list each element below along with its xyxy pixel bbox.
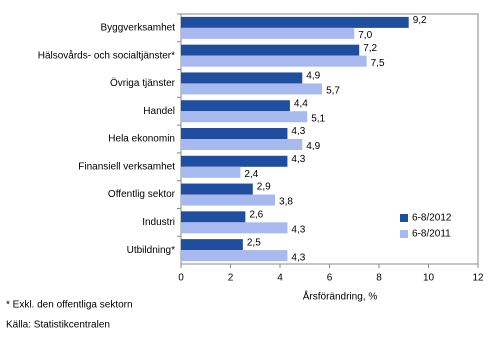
legend-swatch — [400, 214, 408, 222]
value-label: 4,3 — [291, 126, 305, 137]
category-label: Industri — [142, 217, 175, 228]
value-label: 4,3 — [291, 252, 305, 263]
x-tick-label: 10 — [423, 273, 435, 284]
category-label: Offentlig sektor — [108, 189, 176, 200]
value-label: 9,2 — [413, 15, 427, 26]
category-label: Utbildning* — [127, 245, 175, 256]
x-tick-label: 6 — [327, 273, 333, 284]
bar — [181, 194, 276, 206]
bar — [181, 16, 409, 28]
bar — [181, 100, 290, 112]
bar — [181, 211, 246, 223]
bar — [181, 239, 243, 251]
value-label: 7,0 — [358, 30, 372, 41]
source: Källa: Statistikcentralen — [6, 320, 110, 331]
value-label: 2,5 — [247, 237, 261, 248]
footnote: * Exkl. den offentliga sektorn — [6, 300, 133, 311]
x-tick-label: 4 — [277, 273, 283, 284]
value-label: 4,9 — [306, 141, 320, 152]
value-label: 4,3 — [291, 154, 305, 165]
legend-label: 6-8/2011 — [412, 229, 451, 240]
x-tick-label: 0 — [178, 273, 184, 284]
category-label: Hela ekonomin — [108, 134, 175, 145]
legend-label: 6-8/2012 — [412, 213, 452, 224]
value-label: 5,1 — [311, 113, 325, 124]
bar — [181, 72, 303, 84]
bar — [181, 83, 323, 95]
value-label: 4,4 — [294, 98, 308, 109]
value-label: 7,5 — [371, 58, 385, 69]
x-axis-label: Årsförändring, % — [303, 290, 378, 303]
category-label: Byggverksamhet — [101, 23, 176, 34]
category-label: Finansiell verksamhet — [78, 161, 175, 172]
category-label: Hälsovårds- och socialtjänster* — [38, 49, 175, 61]
value-label: 3,8 — [279, 197, 293, 208]
x-tick-label: 2 — [228, 273, 234, 284]
value-label: 7,2 — [363, 43, 377, 54]
bar — [181, 44, 360, 56]
value-label: 5,7 — [326, 86, 340, 97]
legend-swatch — [400, 230, 408, 238]
bar — [181, 128, 288, 139]
bar — [181, 183, 253, 195]
x-tick-label: 12 — [472, 273, 484, 284]
bar — [181, 139, 303, 150]
value-label: 2,9 — [257, 182, 271, 193]
bar — [181, 111, 308, 123]
bar — [181, 27, 355, 39]
value-label: 2,4 — [244, 169, 258, 180]
bar — [181, 222, 288, 234]
category-label: Övriga tjänster — [110, 77, 176, 89]
value-label: 4,9 — [306, 71, 320, 82]
value-label: 4,3 — [291, 224, 305, 235]
bar — [181, 155, 288, 167]
bar — [181, 55, 367, 67]
bar — [181, 166, 241, 178]
value-label: 2,6 — [249, 209, 263, 220]
x-tick-label: 8 — [376, 273, 382, 284]
bar — [181, 250, 288, 262]
category-label: Handel — [143, 106, 175, 117]
